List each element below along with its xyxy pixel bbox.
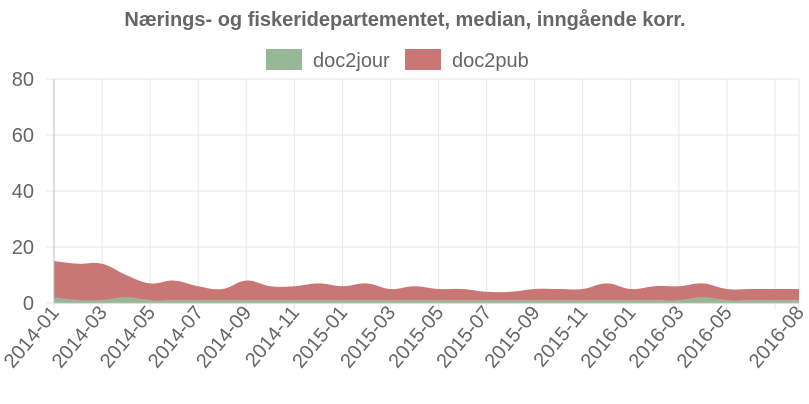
chart-title: Nærings- og fiskeridepartementet, median… xyxy=(124,8,685,31)
plot-areas xyxy=(54,261,799,303)
y-tick-label: 80 xyxy=(12,69,34,91)
axes xyxy=(53,79,799,304)
y-tick-label: 0 xyxy=(23,293,34,315)
y-tick-label: 40 xyxy=(12,181,34,203)
x-tick-label: 2016-08 xyxy=(745,302,809,372)
y-tick-label: 20 xyxy=(12,237,34,259)
legend-swatch-doc2jour[interactable] xyxy=(266,49,302,70)
legend-label-doc2jour[interactable]: doc2jour xyxy=(313,50,390,72)
y-axis-ticks: 0 20 40 60 80 xyxy=(12,69,34,315)
legend[interactable]: doc2jour doc2pub xyxy=(266,49,529,72)
legend-label-doc2pub[interactable]: doc2pub xyxy=(452,50,529,72)
gridlines xyxy=(46,78,800,309)
legend-swatch-doc2pub[interactable] xyxy=(405,49,441,70)
x-axis-ticks: 2014-012014-032014-052014-072014-092014-… xyxy=(0,302,809,372)
y-tick-label: 60 xyxy=(12,125,34,147)
area-doc2pub xyxy=(54,261,799,301)
